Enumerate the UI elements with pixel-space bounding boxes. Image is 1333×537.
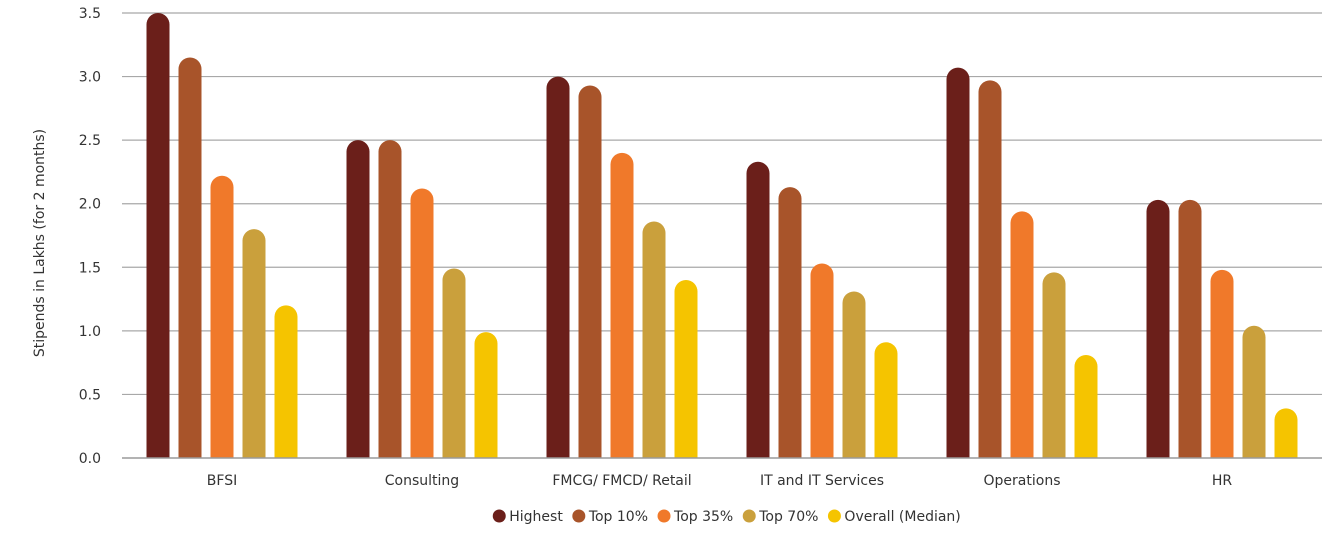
bar bbox=[474, 332, 498, 458]
bar bbox=[442, 268, 466, 458]
y-tick-label: 0.0 bbox=[79, 451, 101, 467]
bar bbox=[810, 263, 834, 458]
x-axis-ticks: BFSI Consulting FMCG/ FMCD/ Retail IT and I… bbox=[207, 473, 1233, 489]
legend-label: Overall (Median) bbox=[844, 509, 960, 525]
bar bbox=[346, 140, 370, 458]
legend-marker bbox=[742, 509, 756, 523]
legend-item: Overall (Median) bbox=[827, 509, 961, 525]
y-tick-label: 0.5 bbox=[79, 387, 101, 403]
legend-marker bbox=[572, 509, 586, 523]
bar bbox=[1042, 272, 1066, 458]
legend-item: Top 10% bbox=[572, 509, 648, 525]
legend-item: Top 70% bbox=[742, 509, 818, 525]
bar bbox=[210, 175, 234, 458]
bar bbox=[1146, 199, 1170, 458]
y-tick-label: 1.0 bbox=[79, 324, 101, 340]
legend-label: Top 70% bbox=[758, 509, 818, 525]
bar bbox=[274, 305, 298, 458]
x-tick-label: FMCG/ FMCD/ Retail bbox=[552, 473, 691, 489]
y-axis-ticks: 0.0 0.5 1.0 1.5 2.0 2.5 3.0 3.5 bbox=[79, 6, 101, 467]
bar bbox=[674, 280, 698, 458]
bar bbox=[242, 229, 266, 458]
x-tick-label: HR bbox=[1212, 473, 1233, 489]
x-tick-label: Consulting bbox=[385, 473, 459, 489]
bar bbox=[746, 161, 770, 458]
bar bbox=[1242, 325, 1266, 458]
x-tick-label: BFSI bbox=[207, 473, 237, 489]
y-tick-label: 3.0 bbox=[79, 70, 101, 86]
legend-item: Highest bbox=[492, 509, 563, 525]
bar bbox=[546, 76, 570, 458]
legend-marker bbox=[657, 509, 671, 523]
x-tick-label: Operations bbox=[984, 473, 1061, 489]
bar bbox=[146, 13, 170, 458]
bar bbox=[1074, 355, 1098, 458]
bar bbox=[178, 57, 202, 458]
gridlines bbox=[122, 12, 1322, 396]
bar bbox=[946, 67, 970, 459]
y-tick-label: 2.0 bbox=[79, 197, 101, 213]
bar bbox=[410, 188, 434, 458]
bar bbox=[842, 291, 866, 458]
y-tick-label: 2.5 bbox=[79, 133, 101, 149]
bar bbox=[642, 221, 666, 458]
legend-marker bbox=[492, 509, 506, 523]
bar bbox=[578, 85, 602, 458]
legend-label: Top 35% bbox=[673, 509, 733, 525]
bar bbox=[874, 342, 898, 458]
bar bbox=[1210, 269, 1234, 458]
bar bbox=[1010, 211, 1034, 458]
legend-label: Top 10% bbox=[588, 509, 648, 525]
bar bbox=[978, 80, 1002, 459]
legend-marker bbox=[827, 509, 841, 523]
bar bbox=[610, 152, 634, 458]
y-tick-label: 3.5 bbox=[79, 6, 101, 22]
legend-item: Top 35% bbox=[657, 509, 733, 525]
bar bbox=[1178, 199, 1202, 458]
bar bbox=[778, 187, 802, 458]
x-tick-label: IT and IT Services bbox=[760, 473, 884, 489]
y-axis-label: Stipends in Lakhs (for 2 months) bbox=[32, 129, 48, 357]
bar bbox=[1274, 408, 1298, 458]
legend-label: Highest bbox=[509, 509, 563, 525]
legend: Highest Top 10% Top 35% Top 70% Overall (Med… bbox=[492, 509, 961, 525]
y-tick-label: 1.5 bbox=[79, 260, 101, 276]
bars bbox=[146, 13, 1298, 459]
bar bbox=[378, 140, 402, 458]
